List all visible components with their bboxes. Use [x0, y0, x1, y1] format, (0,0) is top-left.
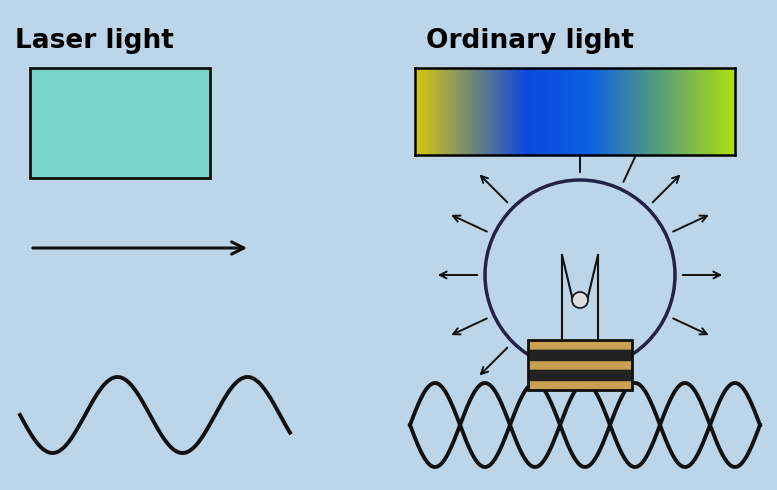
Text: Laser light: Laser light	[15, 28, 174, 54]
Circle shape	[572, 292, 588, 308]
Bar	[528, 380, 632, 390]
Bar	[528, 340, 632, 350]
Bar	[528, 340, 632, 390]
Bar	[528, 360, 632, 370]
Bar	[528, 350, 632, 360]
Bar	[30, 68, 210, 178]
Text: Ordinary light: Ordinary light	[426, 28, 634, 54]
Bar	[528, 370, 632, 380]
